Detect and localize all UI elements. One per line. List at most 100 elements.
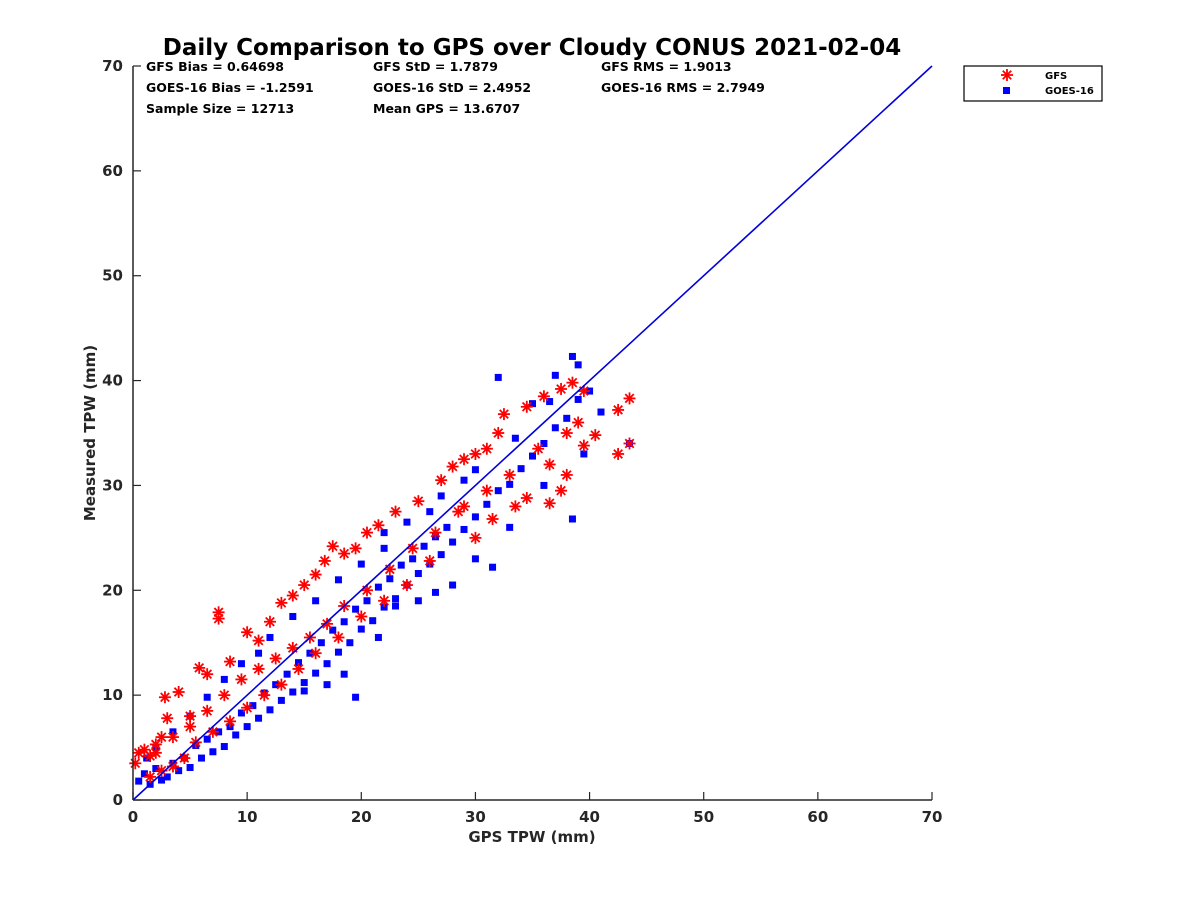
gfs-point [360,526,373,539]
goes16-point [300,679,308,687]
goes16-point [380,529,388,537]
gfs-point [349,542,362,555]
goes16-point [143,754,151,762]
goes16-point [443,523,451,531]
goes16-point [460,525,468,533]
goes16-point [158,776,166,784]
goes16-point [580,450,588,458]
gfs-point [355,610,368,623]
goes16-point [574,395,582,403]
gfs-point [389,505,402,518]
gfs-point [543,497,556,510]
goes16-point [363,597,371,605]
gfs-point [161,712,174,725]
gfs-point [149,746,162,759]
legend-goes16-square-icon [1003,87,1010,94]
goes16-point [243,723,251,731]
goes16-point [135,777,143,785]
goes16-point [352,693,360,701]
stat-goes16-std: GOES-16 StD = 2.4952 [373,80,531,95]
y-axis-label: Measured TPW (mm) [81,345,99,521]
gfs-point [480,442,493,455]
goes16-point [529,400,536,408]
gfs-point [158,691,171,704]
stat-goes16-bias: GOES-16 Bias = -1.2591 [146,80,314,95]
gfs-point [241,626,254,639]
gfs-point [292,662,305,675]
gfs-point [480,484,493,497]
gfs-point [184,720,197,733]
gfs-point [144,770,157,783]
goes16-point [374,583,382,591]
stat-gfs-std: GFS StD = 1.7879 [373,59,498,74]
y-tick-label: 50 [102,267,123,285]
goes16-point [511,434,519,442]
goes16-point [232,731,240,739]
gfs-point [412,495,425,508]
gfs-point [566,376,579,389]
gfs-point [543,458,556,471]
gfs-point [372,519,385,532]
gfs-point [423,554,436,567]
goes16-point [437,551,445,559]
goes16-point [357,560,365,568]
gfs-point [241,701,254,714]
goes16-point [540,481,548,489]
goes16-point [574,361,582,369]
goes16-point [380,544,388,552]
gfs-point [201,668,214,681]
goes16-point [409,555,417,563]
gfs-point [589,429,602,442]
goes16-point [420,542,428,550]
goes16-point [300,687,308,695]
gfs-point [497,408,510,421]
y-tick-label: 60 [102,162,123,180]
goes16-point [392,602,400,610]
legend-gfs-glyph [1001,69,1013,81]
legend-label-goes16: GOES-16 [1045,86,1094,97]
goes16-point [369,617,377,625]
x-tick-label: 70 [922,808,943,826]
x-tick-label: 20 [351,808,372,826]
legend-gfs-asterisk-icon [1001,69,1013,81]
goes16-point [460,476,468,484]
x-tick-label: 40 [579,808,600,826]
gfs-point [509,500,522,513]
goes16-point [403,518,411,526]
goes16-point [374,633,382,641]
gfs-point [286,589,299,602]
stat-gfs-bias: GFS Bias = 0.64698 [146,59,284,74]
y-tick-label: 40 [102,372,123,390]
goes16-point [437,492,445,500]
gfs-point [532,442,545,455]
stat-sample-size: Sample Size = 12713 [146,101,294,116]
goes16-point [449,538,457,546]
gfs-point [332,631,345,644]
gfs-point [252,634,265,647]
gfs-point [555,484,568,497]
goes16-point [152,765,160,773]
gfs-point [218,689,231,702]
goes16-point [494,373,502,381]
gfs-point [201,704,214,717]
goes16-point [540,439,548,447]
goes16-point [289,688,297,696]
goes16-point [295,659,303,667]
series-gfs [129,376,636,783]
goes16-point [551,424,559,432]
stat-gfs-rms: GFS RMS = 1.9013 [601,59,732,74]
gfs-point [224,715,237,728]
goes16-point [471,513,479,521]
gfs-point [258,689,271,702]
gfs-point [224,655,237,668]
goes16-point [431,588,439,596]
goes16-point [312,597,320,605]
plot-area [129,65,933,801]
goes16-point [283,670,291,678]
x-tick-label: 30 [465,808,486,826]
one-to-one-line [132,65,933,801]
series-goes16 [135,352,634,788]
goes16-point [506,480,514,488]
goes16-point [323,681,331,689]
